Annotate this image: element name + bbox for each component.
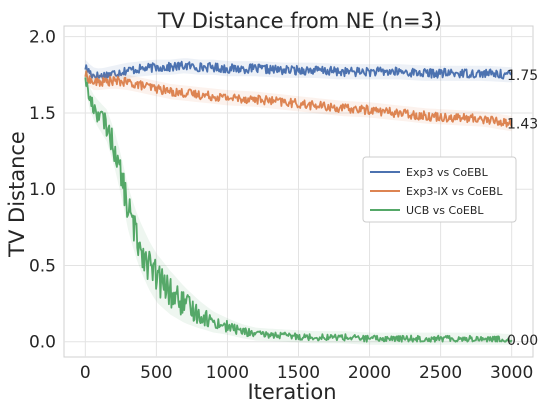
legend-box — [362, 156, 517, 223]
series-end-label: 1.43 — [507, 117, 538, 133]
y-axis-ticks: 0.0 0.5 1.0 1.5 2.0 — [29, 28, 56, 353]
x-tick-label: 3000 — [490, 363, 533, 383]
legend: Exp3 vs CoEBL Exp3-IX vs CoEBL UCB vs CoEB… — [362, 156, 517, 223]
legend-entry: UCB vs CoEBL — [406, 204, 484, 217]
x-axis-label: Iteration — [247, 380, 336, 404]
x-tick-label: 500 — [140, 363, 172, 383]
series-end-label: 0.00 — [507, 333, 538, 349]
x-tick-label: 1000 — [206, 363, 249, 383]
x-axis-ticks: 0 500 1000 1500 2000 2500 3000 — [80, 363, 533, 383]
x-tick-label: 2000 — [348, 363, 391, 383]
series-end-label: 1.75 — [507, 68, 538, 84]
x-tick-label: 1500 — [277, 363, 320, 383]
end-labels: 1.75 1.43 0.00 — [507, 68, 538, 349]
legend-entry: Exp3 vs CoEBL — [406, 166, 489, 179]
y-tick-label: 0.5 — [29, 256, 56, 276]
x-tick-label: 0 — [80, 363, 91, 383]
series-band — [85, 67, 512, 132]
chart-title: TV Distance from NE (n=3) — [157, 9, 442, 33]
series-line — [84, 77, 513, 343]
series-line — [84, 60, 513, 81]
y-axis-label: TV Distance — [5, 131, 29, 258]
y-tick-label: 1.0 — [29, 180, 56, 200]
series-line — [84, 70, 513, 128]
series-lines — [84, 58, 513, 345]
x-tick-label: 2500 — [419, 363, 462, 383]
y-tick-label: 1.5 — [29, 104, 56, 124]
y-tick-label: 2.0 — [29, 28, 56, 48]
legend-entry: Exp3-IX vs CoEBL — [406, 185, 503, 198]
y-tick-label: 0.0 — [29, 333, 56, 353]
